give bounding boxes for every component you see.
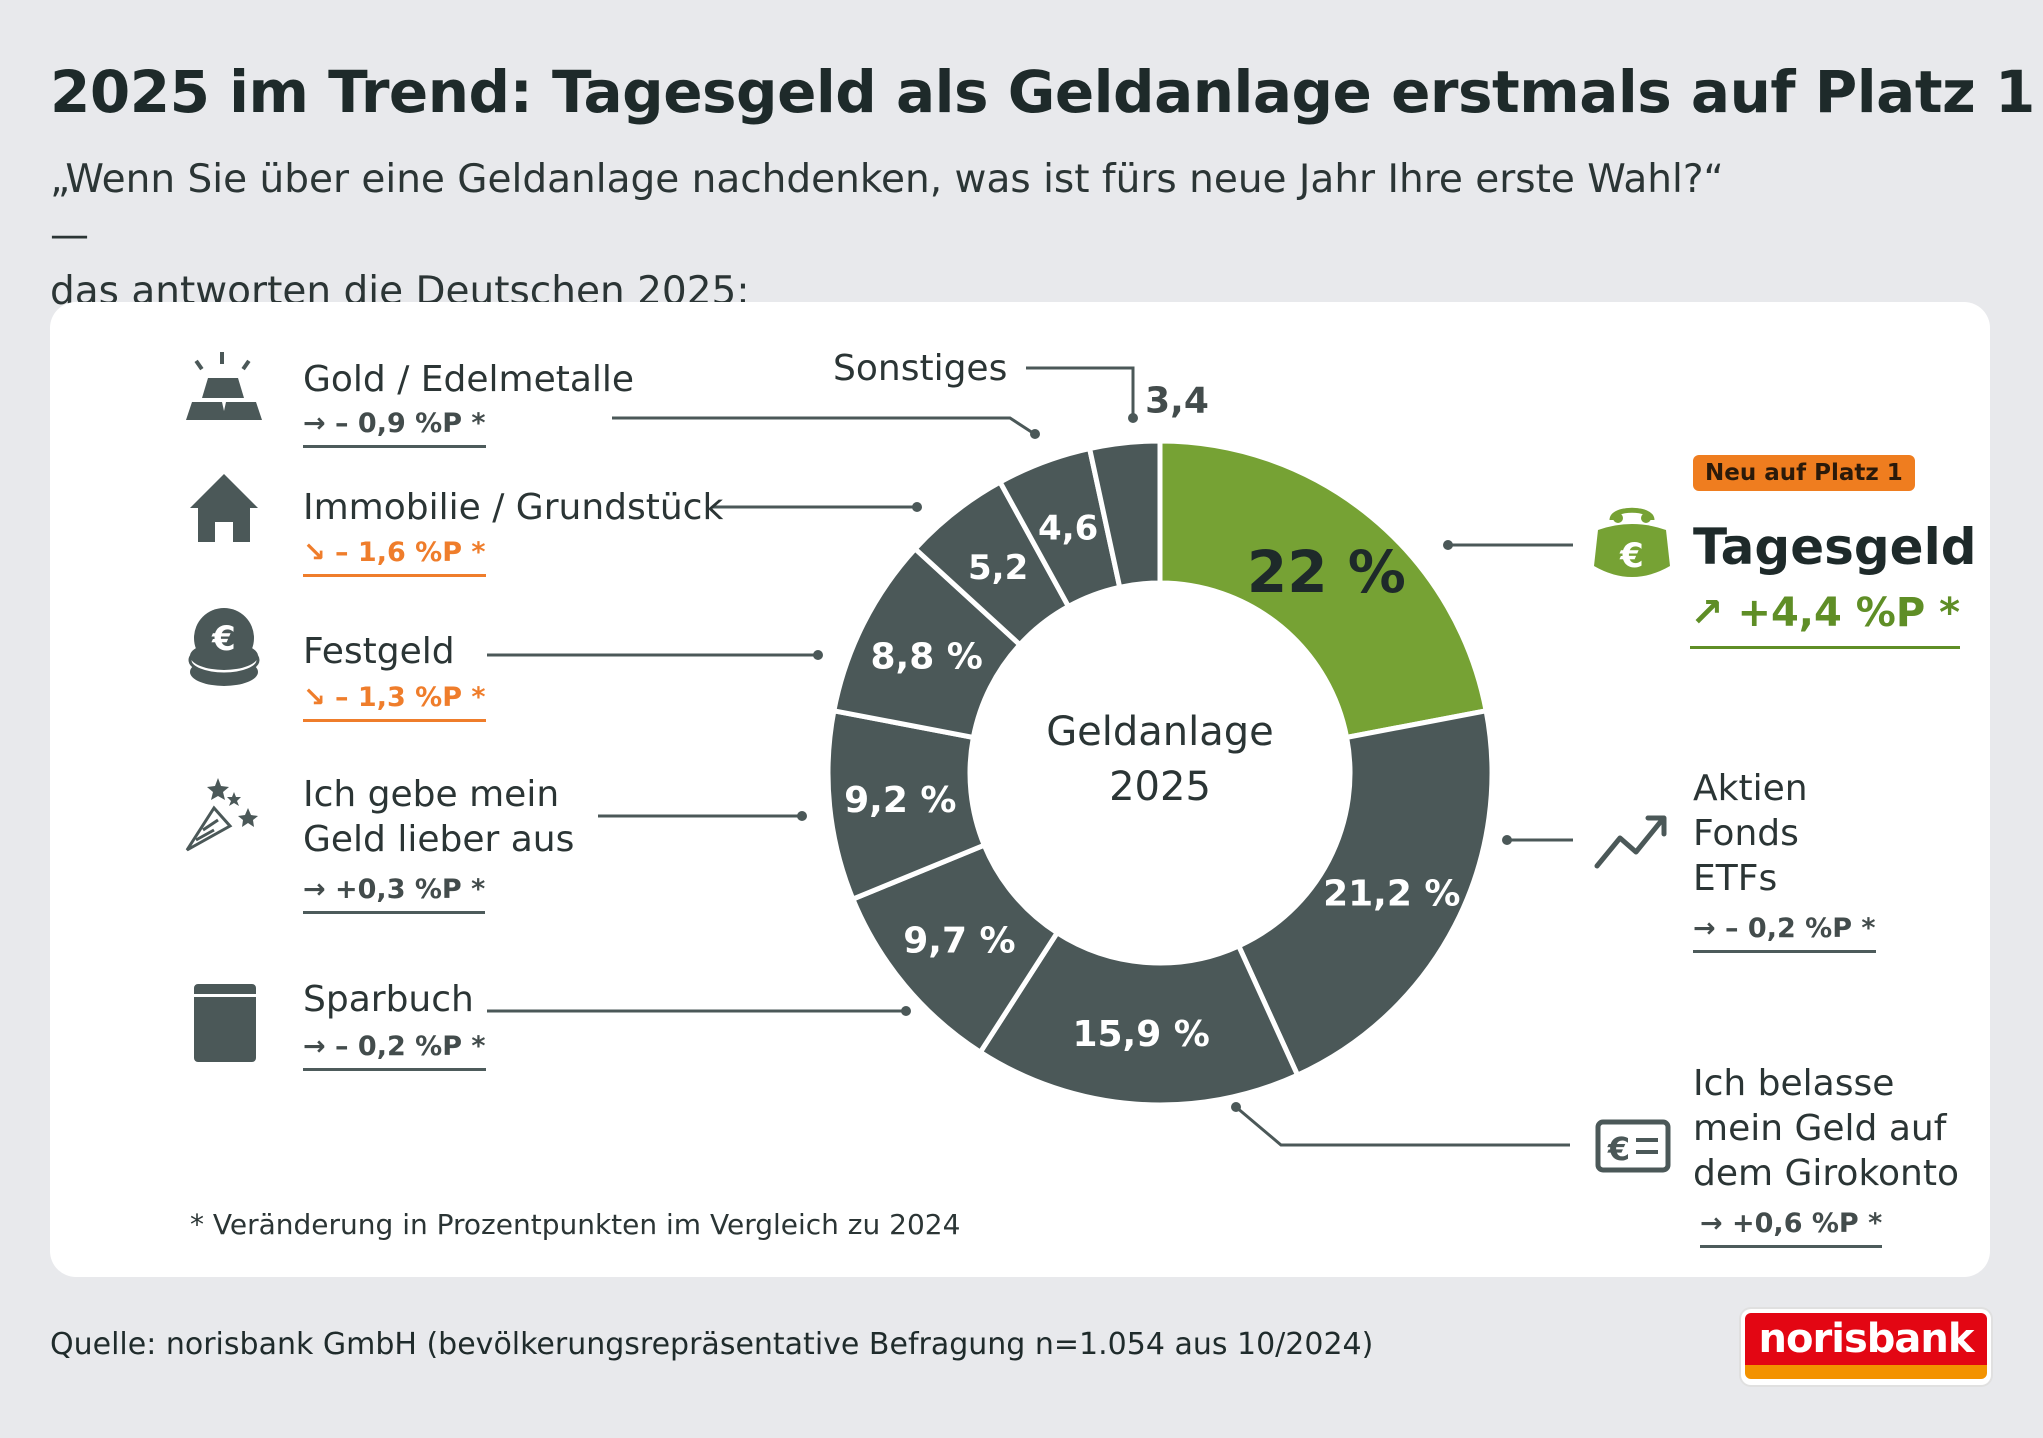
leader-dot-immobilie <box>912 502 922 512</box>
legend-label-gold: Gold / Edelmetalle <box>303 359 635 400</box>
leader-lines <box>487 366 1573 1147</box>
norisbank-logo: norisbank <box>1741 1309 1991 1385</box>
legend-change-tagesgeld: ↗ +4,4 %P * <box>1690 590 1960 649</box>
subtitle-line-1: „Wenn Sie über eine Geldanlage nachdenke… <box>50 157 1724 258</box>
legend-label-sparbuch: Sparbuch <box>303 979 474 1020</box>
leader-dot-ausgeben <box>797 811 807 821</box>
svg-text:€: € <box>211 619 236 659</box>
legend-label-tagesgeld: Tagesgeld <box>1693 518 1977 576</box>
logo-orange-band <box>1745 1365 1987 1379</box>
leader-dot-tagesgeld <box>1443 540 1453 550</box>
legend-change-gold: → – 0,9 %P * <box>303 408 486 448</box>
donut-slice-label-5: 8,8 % <box>871 637 983 678</box>
donut-slice-label-4: 9,2 % <box>844 780 956 821</box>
donut-slice-label-8: 3,4 <box>1145 381 1209 422</box>
leader-dot-aktien <box>1502 835 1512 845</box>
donut-slice-0 <box>1157 438 1490 741</box>
donut-center-label-line2: 2025 <box>1109 764 1211 810</box>
donut-slices <box>825 438 1495 1108</box>
donut-slice-labels: 22 % 21,2 % 15,9 % 9,7 % 9,2 % 8,8 % 5,24,6 3,4 <box>844 381 1460 1055</box>
leader-dots <box>797 413 1512 1112</box>
footnote: * Veränderung in Prozentpunkten im Vergl… <box>190 1208 961 1241</box>
donut-slice-2 <box>976 929 1301 1108</box>
logo-text: norisbank <box>1758 1316 1975 1362</box>
legend-label-aktien-line1: Aktien <box>1693 768 1808 809</box>
donut-slice-8 <box>1086 438 1163 591</box>
leader-dot-gold <box>1030 429 1040 439</box>
legend-label-girokonto-line1: Ich belasse <box>1693 1063 1895 1104</box>
legend-label-aktien-line2: Fonds <box>1693 813 1799 854</box>
leader-line-gold <box>612 416 1034 435</box>
wallet-euro-icon: € <box>1594 507 1670 577</box>
leader-line-girokonto <box>1235 1105 1570 1147</box>
donut-slice-1 <box>1235 707 1495 1079</box>
bank-card-euro-icon: € <box>1595 1119 1671 1173</box>
chart-card <box>50 302 1990 1277</box>
legend-label-festgeld: Festgeld <box>303 631 455 672</box>
legend-change-ausgeben: → +0,3 %P * <box>303 874 486 914</box>
house-icon <box>190 474 258 542</box>
donut-slice-label-2: 15,9 % <box>1072 1014 1209 1055</box>
legend-change-girokonto: → +0,6 %P * <box>1700 1208 1883 1248</box>
svg-text:€: € <box>1607 1130 1630 1168</box>
donut-slice-label-6: 5,2 <box>968 548 1028 588</box>
logo-red-band <box>1745 1313 1987 1365</box>
source-note: Quelle: norisbank GmbH (bevölkerungsrepr… <box>50 1327 1374 1362</box>
trend-up-icon <box>1594 815 1667 869</box>
legend-label-girokonto-line3: dem Girokonto <box>1693 1153 1959 1194</box>
donut-slice-label-3: 9,7 % <box>903 921 1015 962</box>
legend-label-ausgeben-line2: Geld lieber aus <box>303 819 575 860</box>
legend-change-immobilie: ↘ – 1,6 %P * <box>303 537 486 577</box>
svg-text:€: € <box>1619 536 1644 576</box>
legend-change-aktien: → – 0,2 %P * <box>1693 913 1876 953</box>
legend-label-immobilie: Immobilie / Grundstück <box>303 487 724 528</box>
new-rank-badge: Neu auf Platz 1 <box>1693 455 1915 491</box>
donut-slice-label-7: 4,6 <box>1038 509 1098 549</box>
legend-change-sparbuch: → – 0,2 %P * <box>303 1031 486 1071</box>
leader-dot-girokonto <box>1231 1102 1241 1112</box>
leader-line-sonstiges <box>1026 366 1135 417</box>
page-title: 2025 im Trend: Tagesgeld als Geldanlage … <box>50 58 2035 126</box>
donut-slice-label-0: 22 % <box>1247 538 1406 606</box>
legend-label-ausgeben-line1: Ich gebe mein <box>303 774 560 815</box>
gold-bars-icon <box>186 352 262 420</box>
donut-center-label-line1: Geldanlage <box>1046 709 1274 755</box>
legend-label-sonstiges: Sonstiges <box>833 348 1008 389</box>
savings-book-icon <box>194 984 256 1062</box>
legend-label-aktien-line3: ETFs <box>1693 858 1778 899</box>
leader-dot-sparbuch <box>901 1006 911 1016</box>
legend-label-girokonto-line2: mein Geld auf <box>1693 1108 1947 1149</box>
leader-dot-festgeld <box>813 650 823 660</box>
leader-dot-sonstiges <box>1128 413 1138 423</box>
legend-change-festgeld: ↘ – 1,3 %P * <box>303 682 486 722</box>
donut-slice-label-1: 21,2 % <box>1323 874 1460 915</box>
party-popper-icon <box>185 778 258 852</box>
coin-stack-icon: € <box>188 608 260 686</box>
